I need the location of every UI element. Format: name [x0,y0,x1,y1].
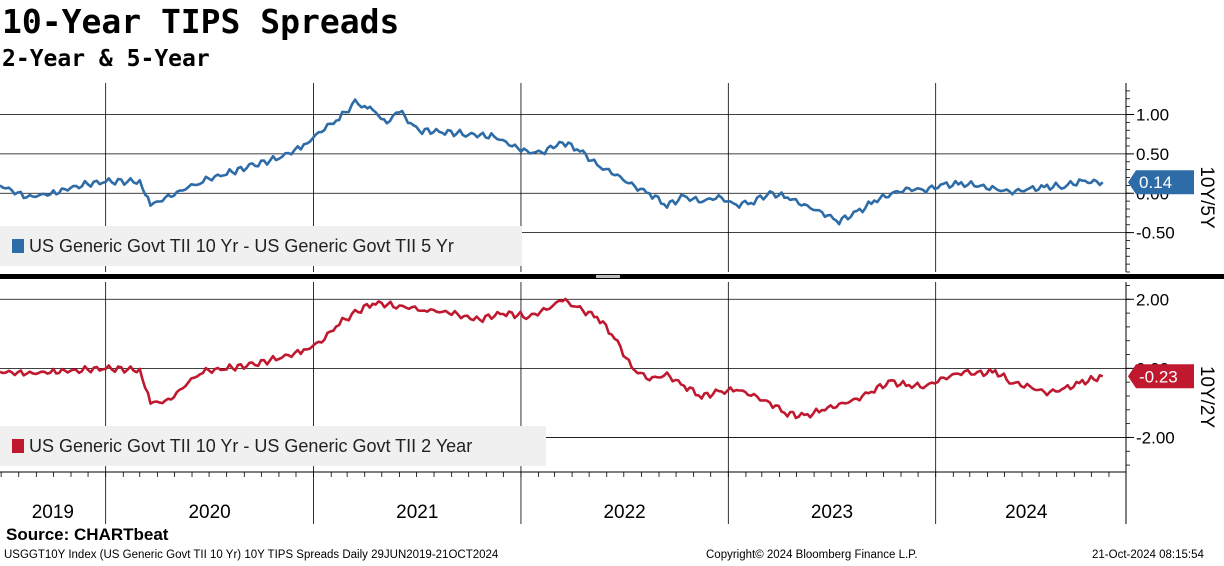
series-line-10y5y [0,98,1104,226]
legend-box [0,426,546,466]
last-value-flag [1128,170,1194,195]
x-year-label: 2022 [603,502,645,523]
axis-title-10y5y: 10Y/5Y [1196,166,1217,229]
legend-box [0,226,522,266]
y-tick-label: 0.50 [1136,145,1169,164]
page-title: 10-Year TIPS Spreads [2,2,400,41]
y-tick-label: 1.00 [1136,106,1169,125]
y-tick-label: -0.50 [1136,224,1175,243]
footer-description: USGGT10Y Index (US Generic Govt TII 10 Y… [4,549,499,561]
last-value-flag [1128,364,1194,389]
legend-label: US Generic Govt TII 10 Yr - US Generic G… [29,436,472,456]
x-year-label: 2023 [811,502,853,523]
last-value-label: -0.23 [1139,367,1178,386]
y-tick-label: -2.00 [1136,428,1175,447]
source-label: Source: CHARTbeat [6,525,169,544]
x-axis: 2019 2020 2021 2022 2023 2024 [0,274,1224,524]
legend-swatch [12,439,24,453]
page-subtitle: 2-Year & 5-Year [2,46,210,72]
x-year-label: 2024 [1005,502,1048,523]
y-tick-label: 2.00 [1136,290,1169,309]
x-year-label: 2020 [188,502,230,523]
panel-splitter-grip [596,275,620,278]
series-line-10y2y [0,297,1104,420]
x-year-label: 2021 [396,502,438,523]
legend-label: US Generic Govt TII 10 Yr - US Generic G… [29,236,454,256]
footer-copyright: Copyright© 2024 Bloomberg Finance L.P. [706,549,918,561]
x-year-label: 2019 [32,502,74,523]
axis-title-10y2y: 10Y/2Y [1196,366,1217,429]
legend-swatch [12,239,24,253]
last-value-label: 0.14 [1139,173,1172,192]
footer-timestamp: 21-Oct-2024 08:15:54 [1092,549,1204,561]
